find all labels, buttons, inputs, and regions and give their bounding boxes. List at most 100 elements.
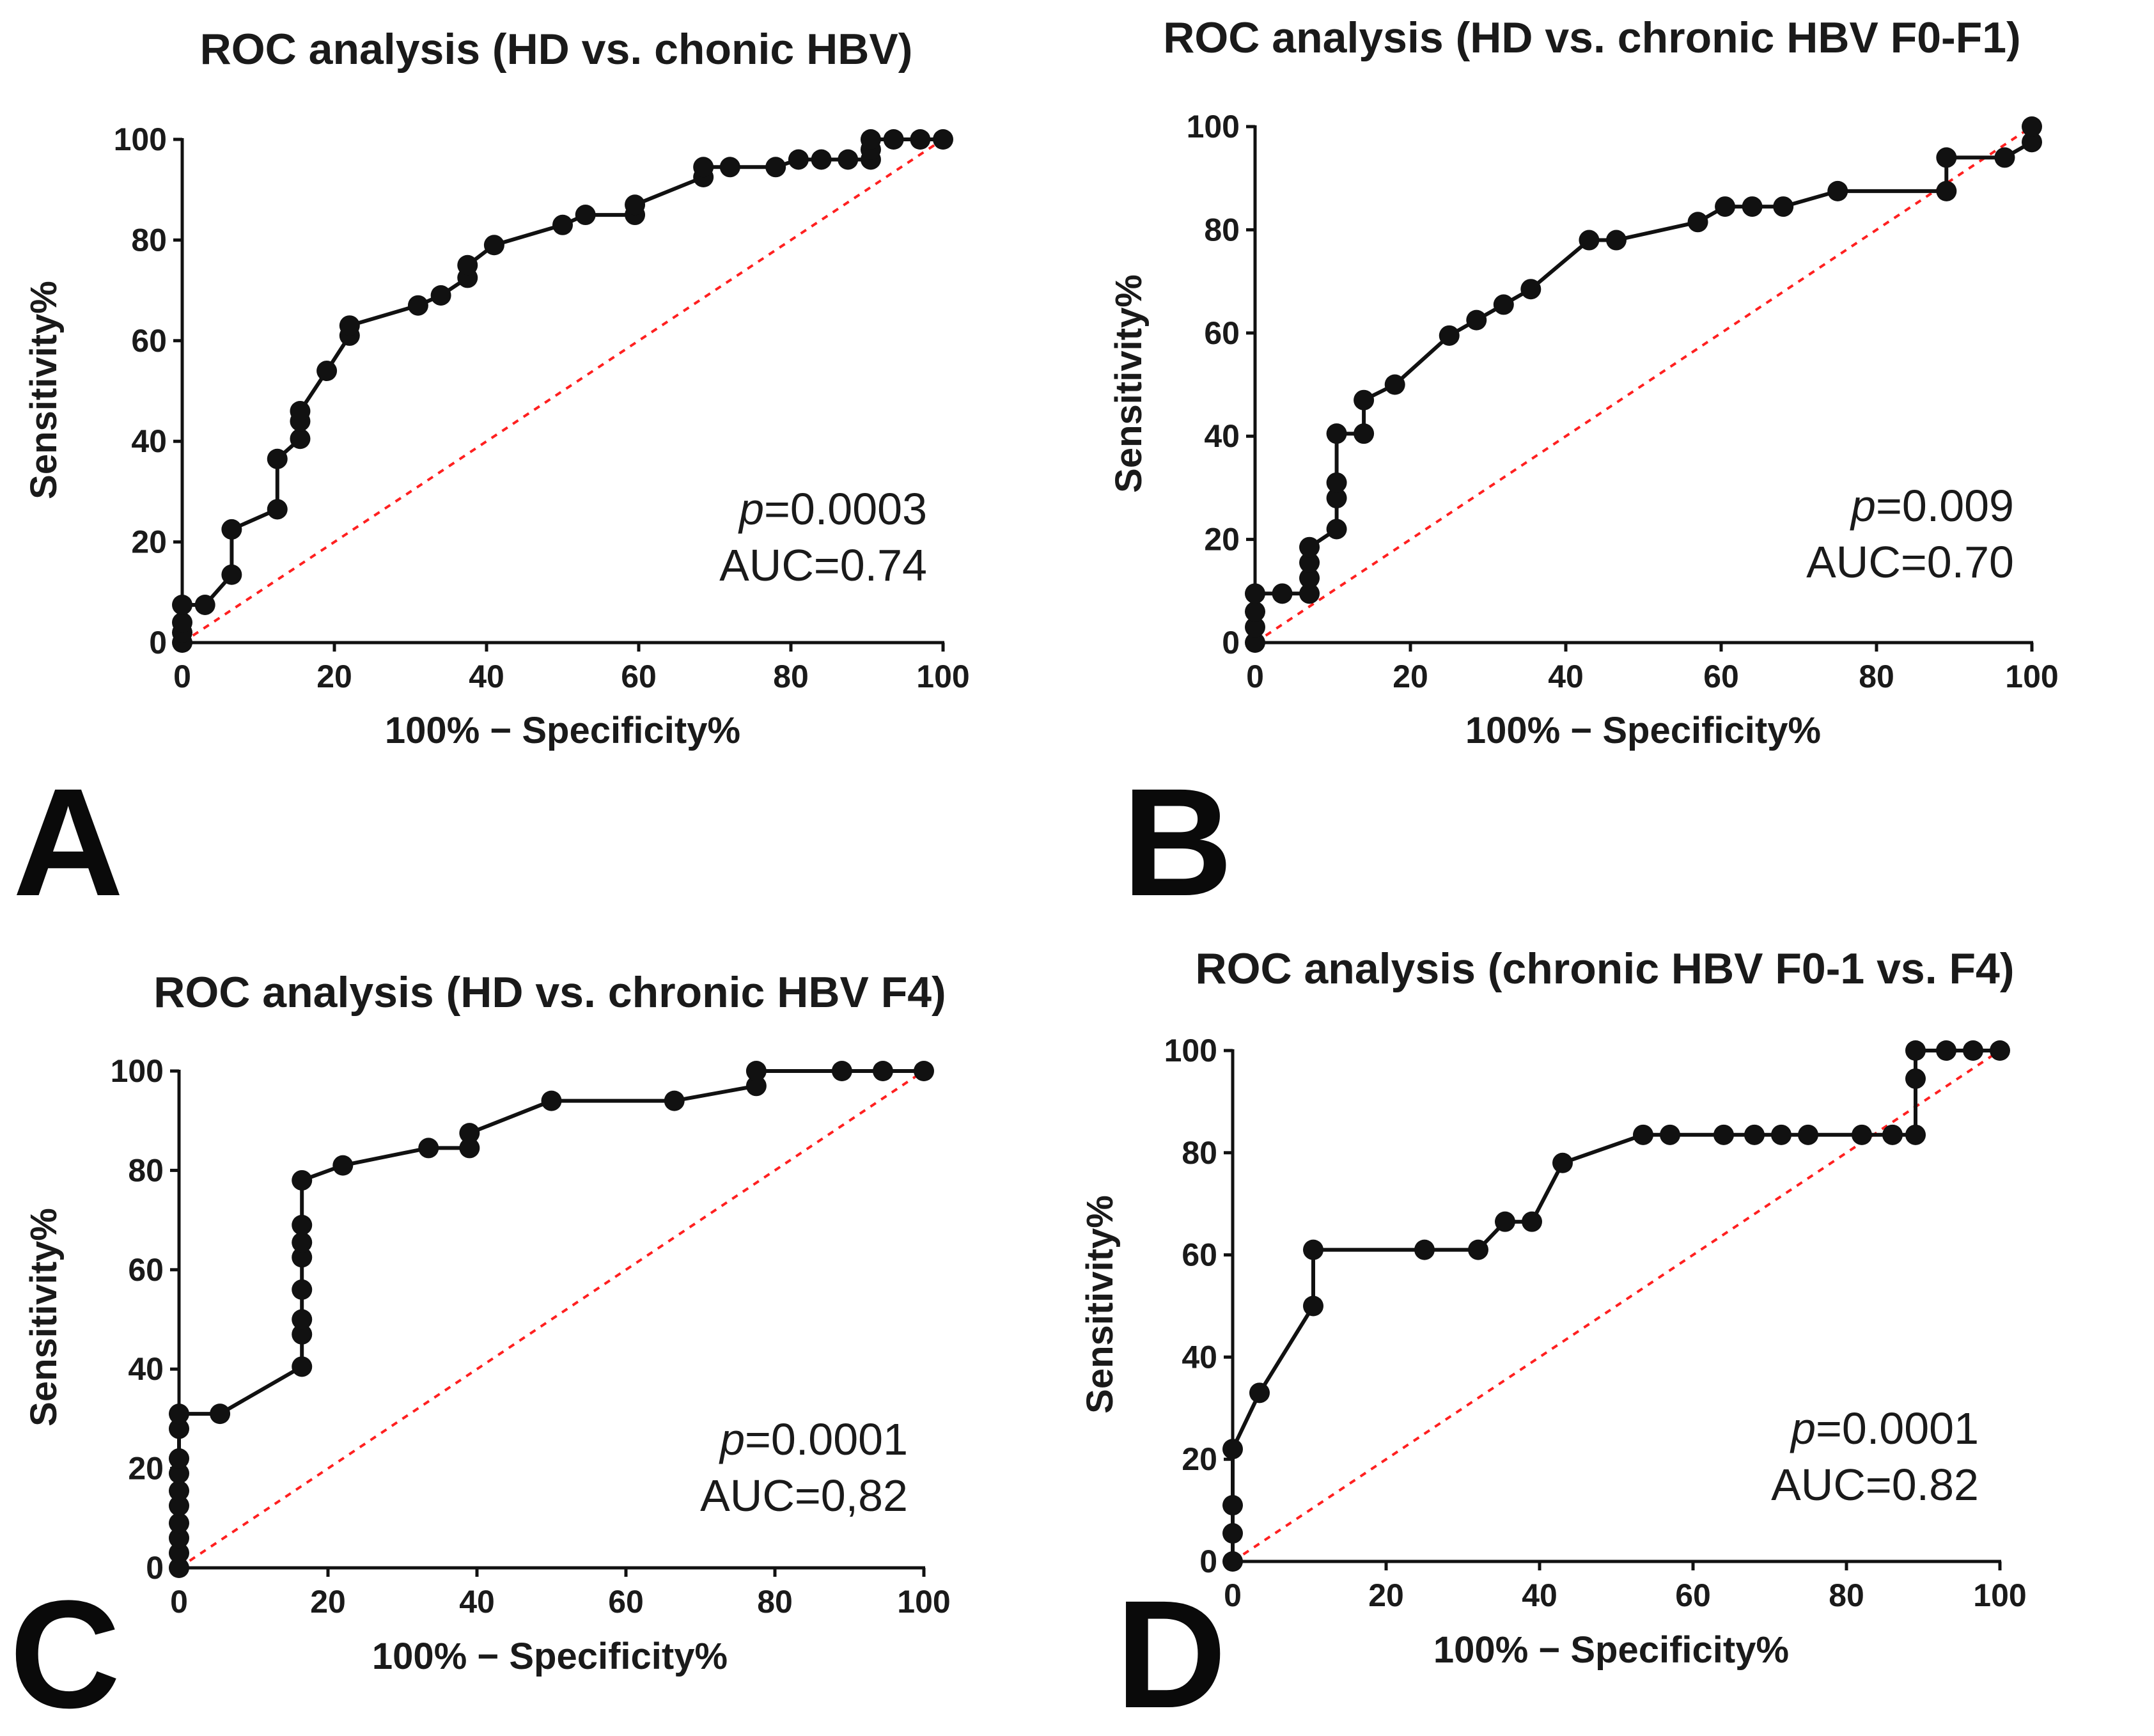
p-value-annotation: p=0.0001 <box>1790 1404 1979 1453</box>
roc-data-point <box>1713 1124 1734 1145</box>
roc-data-point <box>1852 1124 1872 1145</box>
chart-panel-d: ROC analysis (chronic HBV F0-1 vs. F4) 0 2… <box>1079 944 2027 1736</box>
roc-data-point <box>1245 583 1265 604</box>
y-tick-label: 0 <box>146 1550 164 1586</box>
roc-data-point <box>169 1448 189 1469</box>
roc-data-point <box>1552 1152 1573 1173</box>
x-tick-label: 0 <box>1246 659 1264 694</box>
roc-data-point <box>1798 1124 1818 1145</box>
panel-letter: A <box>13 756 123 928</box>
roc-data-point <box>883 129 904 150</box>
roc-data-point <box>1936 147 1957 168</box>
y-tick-label: 60 <box>131 323 167 359</box>
auc-annotation: AUC=0.70 <box>1806 537 2014 587</box>
y-tick-label: 60 <box>1204 315 1240 351</box>
y-tick-label: 80 <box>128 1152 164 1188</box>
x-tick-label: 40 <box>1548 659 1584 694</box>
x-tick-label: 80 <box>1829 1577 1864 1613</box>
roc-data-point <box>210 1404 231 1425</box>
roc-data-point <box>1493 294 1514 315</box>
chart-title: ROC analysis (HD vs. chronic HBV F4) <box>153 968 946 1017</box>
auc-annotation: AUC=0.82 <box>1771 1460 1979 1510</box>
p-value-annotation: p=0.009 <box>1850 481 2014 531</box>
roc-data-point <box>838 149 859 170</box>
roc-data-point <box>1384 374 1405 395</box>
roc-data-point <box>194 594 215 615</box>
roc-data-point <box>459 1138 480 1159</box>
roc-data-point <box>169 1542 189 1563</box>
roc-data-point <box>292 1232 313 1253</box>
p-symbol: p <box>738 484 764 534</box>
y-tick-label: 80 <box>1182 1135 1217 1171</box>
roc-data-point <box>169 1404 189 1425</box>
roc-data-point <box>1249 1382 1270 1404</box>
roc-data-point <box>811 149 832 170</box>
roc-data-point <box>1905 1040 1926 1061</box>
roc-data-point <box>292 1247 313 1268</box>
roc-data-point <box>1715 196 1736 217</box>
roc-data-point <box>1299 568 1320 589</box>
roc-data-point <box>1742 196 1763 217</box>
x-tick-label: 20 <box>316 659 352 694</box>
roc-data-point <box>169 1463 189 1484</box>
roc-data-point <box>290 400 311 421</box>
roc-data-point <box>1245 601 1265 622</box>
x-tick-label: 60 <box>1675 1577 1711 1613</box>
roc-data-point <box>172 612 192 633</box>
p-value: =0.0003 <box>764 484 927 534</box>
roc-data-point <box>719 157 740 178</box>
y-tick-label: 40 <box>1204 418 1240 454</box>
roc-data-point <box>1303 1239 1323 1260</box>
roc-data-point <box>1990 1040 2010 1061</box>
roc-data-point <box>2022 132 2042 153</box>
y-tick-label: 100 <box>114 121 167 157</box>
roc-data-point <box>1936 180 1957 201</box>
chart-title: ROC analysis (HD vs. chronic HBV F0-F1) <box>1163 13 2020 62</box>
p-value: =0.0001 <box>1816 1404 1979 1453</box>
x-tick-label: 40 <box>459 1584 495 1620</box>
roc-data-point <box>575 205 596 226</box>
roc-data-point <box>1773 196 1794 217</box>
roc-data-point <box>1245 616 1265 637</box>
x-tick-label: 60 <box>1703 659 1739 694</box>
x-tick-label: 20 <box>310 1584 346 1620</box>
panel-letter: C <box>10 1568 120 1736</box>
panel-letter: B <box>1122 756 1233 928</box>
x-tick-label: 60 <box>621 659 657 694</box>
p-value: =0.0001 <box>745 1414 908 1464</box>
roc-data-point <box>1520 279 1541 300</box>
x-tick-label: 80 <box>773 659 809 694</box>
roc-data-point <box>1882 1124 1903 1145</box>
x-tick-label: 100 <box>1973 1577 2026 1613</box>
p-value-annotation: p=0.0003 <box>738 484 927 534</box>
roc-data-point <box>267 448 288 469</box>
roc-data-point <box>221 564 242 585</box>
x-tick-label: 20 <box>1393 659 1428 694</box>
roc-data-point <box>2022 116 2042 137</box>
x-tick-label: 0 <box>173 659 191 694</box>
roc-data-point <box>625 194 646 215</box>
roc-data-point <box>292 1356 313 1377</box>
panel-letter: D <box>1116 1568 1226 1736</box>
roc-data-point <box>292 1279 313 1300</box>
y-tick-label: 20 <box>128 1451 164 1487</box>
y-tick-label: 100 <box>1187 109 1240 145</box>
roc-data-point <box>745 1075 767 1097</box>
chart-panel-b: ROC analysis (HD vs. chronic HBV F0-F1) 0… <box>1108 13 2059 928</box>
y-tick-label: 60 <box>1182 1237 1217 1273</box>
roc-data-point <box>407 295 428 316</box>
roc-data-point <box>933 129 953 150</box>
y-tick-label: 100 <box>111 1053 164 1089</box>
roc-data-point <box>459 1123 480 1144</box>
auc-annotation: AUC=0.74 <box>719 540 927 590</box>
roc-data-point <box>1222 1495 1243 1516</box>
p-value-annotation: p=0.0001 <box>719 1414 908 1464</box>
x-tick-label: 40 <box>1522 1577 1557 1613</box>
roc-data-point <box>332 1155 354 1176</box>
auc-annotation: AUC=0,82 <box>700 1471 908 1521</box>
x-tick-label: 60 <box>608 1584 644 1620</box>
roc-data-point <box>831 1061 852 1081</box>
chart-panel-a: ROC analysis (HD vs. chonic HBV) 0 20 40 60 8… <box>13 25 970 928</box>
y-axis-label: Sensitivity% <box>1079 1195 1121 1414</box>
roc-data-point <box>914 1061 934 1081</box>
